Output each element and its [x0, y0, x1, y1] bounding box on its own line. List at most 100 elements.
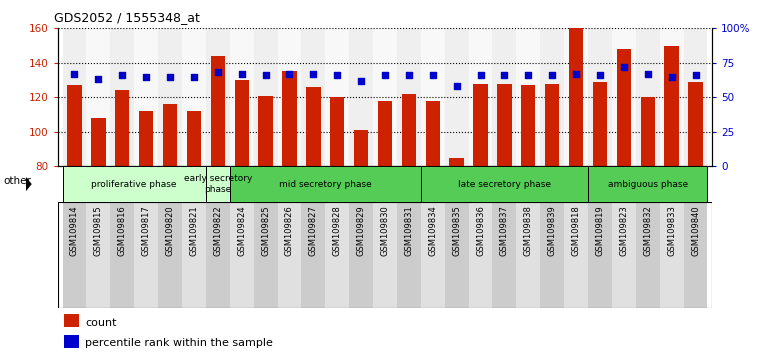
- Text: GSM109836: GSM109836: [476, 205, 485, 256]
- Bar: [493, 202, 517, 308]
- Text: GSM109834: GSM109834: [428, 205, 437, 256]
- Bar: [684, 202, 708, 308]
- Bar: [65, 335, 79, 348]
- Point: [283, 71, 296, 77]
- Text: GSM109827: GSM109827: [309, 205, 318, 256]
- Point: [164, 74, 176, 79]
- Point: [212, 70, 224, 75]
- Bar: [62, 28, 86, 166]
- Bar: [617, 49, 631, 166]
- Bar: [421, 202, 445, 308]
- Bar: [373, 202, 397, 308]
- Bar: [541, 202, 564, 308]
- Bar: [641, 97, 655, 166]
- Text: early secretory
phase: early secretory phase: [183, 175, 252, 194]
- Text: GSM109822: GSM109822: [213, 205, 223, 256]
- Point: [259, 73, 272, 78]
- Bar: [139, 111, 153, 166]
- Point: [236, 71, 248, 77]
- Bar: [306, 87, 320, 166]
- Bar: [162, 104, 177, 166]
- Text: GSM109818: GSM109818: [571, 205, 581, 256]
- Bar: [211, 56, 225, 166]
- Text: GSM109826: GSM109826: [285, 205, 294, 256]
- Bar: [564, 28, 588, 166]
- Bar: [259, 96, 273, 166]
- Point: [140, 74, 152, 79]
- Bar: [187, 111, 201, 166]
- Bar: [277, 202, 301, 308]
- Bar: [110, 202, 134, 308]
- Bar: [86, 28, 110, 166]
- Bar: [62, 202, 86, 308]
- Bar: [541, 28, 564, 166]
- Bar: [588, 166, 708, 202]
- Text: GSM109824: GSM109824: [237, 205, 246, 256]
- Bar: [349, 28, 373, 166]
- Bar: [65, 314, 79, 327]
- Bar: [301, 202, 325, 308]
- Bar: [593, 82, 608, 166]
- Text: GSM109835: GSM109835: [452, 205, 461, 256]
- Bar: [206, 202, 229, 308]
- Point: [331, 73, 343, 78]
- Bar: [612, 28, 636, 166]
- Bar: [229, 166, 421, 202]
- Point: [188, 74, 200, 79]
- Bar: [688, 82, 703, 166]
- Text: GSM109833: GSM109833: [667, 205, 676, 256]
- Text: late secretory phase: late secretory phase: [458, 179, 551, 189]
- Bar: [569, 28, 583, 166]
- Point: [92, 76, 105, 82]
- Bar: [373, 28, 397, 166]
- Text: GSM109825: GSM109825: [261, 205, 270, 256]
- Bar: [253, 202, 277, 308]
- Bar: [469, 202, 493, 308]
- Bar: [206, 166, 229, 202]
- Text: GSM109832: GSM109832: [643, 205, 652, 256]
- Bar: [660, 202, 684, 308]
- Bar: [421, 28, 445, 166]
- Text: GSM109820: GSM109820: [166, 205, 175, 256]
- Bar: [134, 28, 158, 166]
- Text: GSM109821: GSM109821: [189, 205, 199, 256]
- Bar: [134, 202, 158, 308]
- Bar: [206, 28, 229, 166]
- Text: count: count: [85, 318, 117, 328]
- Point: [522, 73, 534, 78]
- Bar: [517, 28, 541, 166]
- Text: GSM109814: GSM109814: [70, 205, 79, 256]
- Point: [450, 84, 463, 89]
- Bar: [330, 97, 344, 166]
- Bar: [469, 28, 493, 166]
- Bar: [588, 202, 612, 308]
- Point: [570, 71, 582, 77]
- Text: GSM109819: GSM109819: [595, 205, 604, 256]
- Text: other: other: [3, 176, 31, 185]
- Point: [618, 64, 630, 70]
- Point: [427, 73, 439, 78]
- Bar: [235, 80, 249, 166]
- Bar: [474, 84, 487, 166]
- Bar: [521, 85, 535, 166]
- Text: GSM109815: GSM109815: [94, 205, 103, 256]
- Bar: [493, 28, 517, 166]
- Point: [474, 73, 487, 78]
- Bar: [253, 28, 277, 166]
- Bar: [62, 166, 206, 202]
- Bar: [545, 84, 559, 166]
- Bar: [421, 166, 588, 202]
- Point: [665, 74, 678, 79]
- Text: GSM109830: GSM109830: [380, 205, 390, 256]
- Bar: [612, 202, 636, 308]
- Text: proliferative phase: proliferative phase: [92, 179, 177, 189]
- Text: GSM109823: GSM109823: [619, 205, 628, 256]
- Text: GSM109828: GSM109828: [333, 205, 342, 256]
- Bar: [229, 202, 253, 308]
- Text: GSM109838: GSM109838: [524, 205, 533, 256]
- Text: GSM109839: GSM109839: [547, 205, 557, 256]
- Polygon shape: [26, 177, 32, 191]
- Bar: [402, 94, 416, 166]
- Bar: [665, 46, 679, 166]
- Bar: [325, 28, 349, 166]
